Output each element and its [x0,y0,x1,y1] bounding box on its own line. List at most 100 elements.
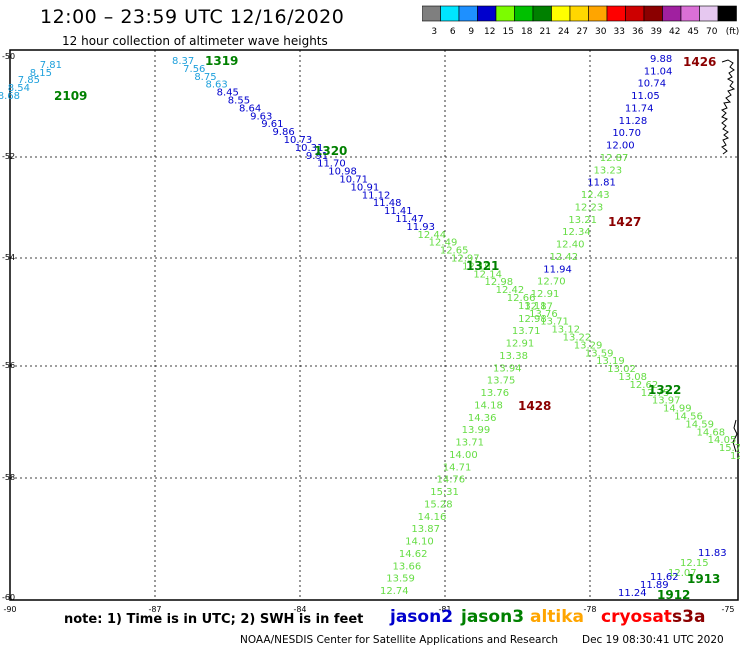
swh-label: 12.70 [537,277,566,288]
swh-label: 8.55 [228,96,250,107]
swh-label: 14.62 [399,549,428,560]
hour-label: 1320 [314,144,347,158]
lon-tick-label: -84 [293,605,306,614]
swh-label: 11.28 [619,116,648,127]
swh-label: 13.71 [512,326,541,337]
swh-label: 11.94 [543,264,572,275]
hour-label: 1322 [648,383,681,397]
swh-label: 9.91 [306,151,328,162]
swh-label: 13.59 [585,348,614,359]
swh-label: 14.16 [418,512,447,523]
grid-lines [10,50,738,600]
hour-label: 1428 [518,399,551,413]
swh-label: 9.88 [650,54,672,65]
swh-label: 11.62 [650,572,679,583]
swh-label: 9.61 [261,119,283,130]
map-subtitle: 12 hour collection of altimeter wave hei… [62,34,328,48]
swh-label: 10.91 [351,182,380,193]
swh-label: 13.76 [529,309,558,320]
swh-label: 12.42 [550,252,579,263]
legend-altika: altika [530,607,585,627]
swh-label: 13.12 [551,325,580,336]
swh-label: 11.05 [631,91,660,102]
swh-label: 12.43 [581,190,610,201]
hour-label: 2109 [54,89,87,103]
swh-label: 13.87 [411,524,440,535]
lat-tick-label: -58 [2,473,15,482]
swh-label: 12.42 [496,285,525,296]
swh-label: 14.76 [437,475,466,486]
swh-label: 12.19 [462,261,491,272]
scale-tick-label: 3 [431,27,437,37]
hour-label: 1426 [683,55,716,69]
swh-label: 14.68 [697,427,726,438]
swh-label: 12.91 [506,339,535,350]
scale-tick-label: 15 [503,27,514,37]
swh-label: 9.63 [250,111,272,122]
hour-label: 1912 [657,588,690,602]
swh-label: 14.59 [685,419,714,430]
scale-swatch [717,5,737,22]
swh-label: 12.40 [556,240,585,251]
hour-label: 1427 [608,215,641,229]
swh-label: 8.54 [8,83,30,94]
swh-label: 14.56 [674,412,703,423]
swh-label: 12.75 [641,388,670,399]
swh-label: 11.04 [644,66,673,77]
swh-label: 11.47 [395,214,424,225]
swh-label: 12.74 [380,586,409,597]
swh-label: 15.28 [424,499,453,510]
lat-tick-label: -52 [2,152,15,161]
swh-label: 12.23 [575,202,604,213]
swh-label: 12.91 [531,289,560,300]
legend-jason3: jason3 [461,607,525,627]
swh-label: 14.36 [468,413,497,424]
lat-tick-label: -56 [2,361,15,370]
swh-label: 14.10 [405,537,434,548]
swh-label: 8.15 [30,68,52,79]
swh-label: 13.23 [593,165,622,176]
swh-label: 13.02 [607,364,636,375]
scale-tick-label: 39 [651,27,663,37]
swh-label: 15.74 [719,443,740,454]
lon-tick-label: -90 [3,605,16,614]
lon-tick-label: -78 [583,605,596,614]
swh-label: 8.45 [217,88,239,99]
swh-label: 13.97 [652,396,681,407]
swh-label: 10.71 [339,175,368,186]
scale-tick-label: 6 [450,27,456,37]
swh-label: 11.41 [384,206,413,217]
swh-label: 12.98 [518,314,547,325]
map-title: 12:00 – 23:59 UTC 12/16/2020 [40,6,345,28]
swh-label: 12.14 [473,269,502,280]
scale-unit-label: (ft) [726,27,740,37]
swh-label: 13.19 [596,356,625,367]
swh-label: 11.83 [698,548,727,559]
scale-tick-label: 27 [577,27,588,37]
lat-tick-label: -50 [2,52,15,61]
swh-label: 11.93 [406,222,435,233]
swh-label: 14.71 [443,462,472,473]
swh-label: 12.87 [524,301,553,312]
swh-label: 13.66 [393,561,422,572]
lon-tick-label: -87 [148,605,161,614]
scale-tick-label: 42 [669,27,680,37]
swh-label: 8.68 [0,91,20,102]
swh-label: 13.29 [574,340,603,351]
swh-label: 12.49 [429,238,458,249]
swh-label: 7.81 [40,60,62,71]
swh-label: 13.75 [487,376,516,387]
swh-label: 12.07 [668,568,697,579]
scale-tick-label: 70 [706,27,718,37]
scale-tick-label: 18 [521,27,533,37]
legend-cryosat: cryosat [601,607,672,627]
swh-label: 12.98 [484,277,513,288]
swh-label: 10.70 [612,128,641,139]
swh-label: 14.00 [449,450,478,461]
scale-tick-label: 9 [468,27,474,37]
swh-label: 13.22 [563,333,592,344]
hour-label: 1913 [687,572,720,586]
swh-label: 12.15 [680,558,709,569]
swh-label: 10.73 [284,135,313,146]
swh-label: 9.86 [272,127,294,138]
